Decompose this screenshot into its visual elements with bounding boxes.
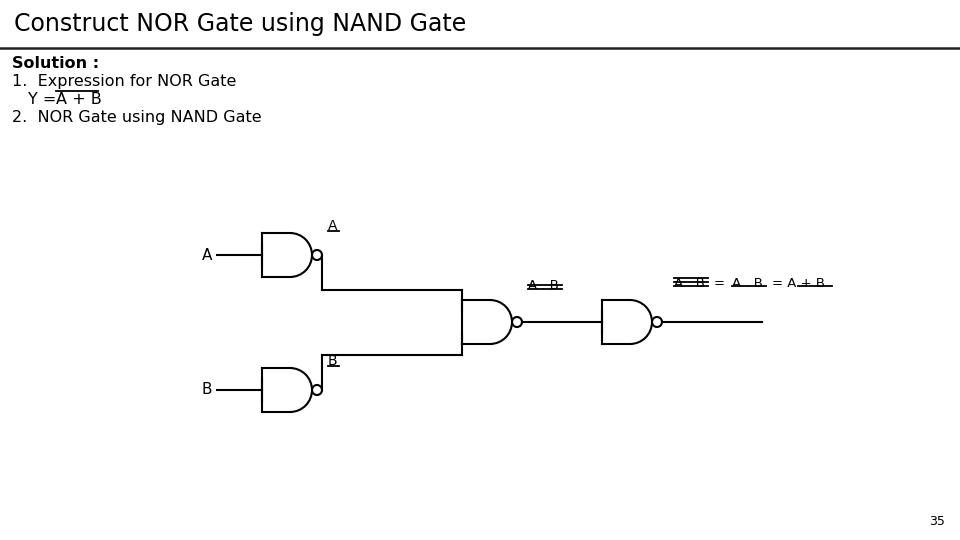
Text: =: = xyxy=(714,277,725,290)
Text: A . B: A . B xyxy=(674,277,705,290)
Text: 1.  Expression for NOR Gate: 1. Expression for NOR Gate xyxy=(12,74,236,89)
Text: Y =: Y = xyxy=(28,92,61,107)
Text: = A + B: = A + B xyxy=(772,277,825,290)
Text: 2.  NOR Gate using NAND Gate: 2. NOR Gate using NAND Gate xyxy=(12,110,262,125)
Text: B: B xyxy=(202,382,212,397)
Text: B: B xyxy=(328,354,338,368)
Text: 35: 35 xyxy=(929,515,945,528)
Text: A: A xyxy=(202,247,212,262)
Text: Solution :: Solution : xyxy=(12,56,99,71)
Text: A . B: A . B xyxy=(732,277,763,290)
Text: A . B: A . B xyxy=(528,279,559,292)
Text: A: A xyxy=(328,219,338,233)
Text: Construct NOR Gate using NAND Gate: Construct NOR Gate using NAND Gate xyxy=(14,12,467,36)
Text: A + B: A + B xyxy=(56,92,102,107)
